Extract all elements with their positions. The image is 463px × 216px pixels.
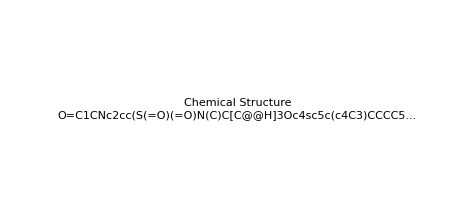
Text: Chemical Structure
O=C1CNc2cc(S(=O)(=O)N(C)C[C@@H]3Oc4sc5c(c4C3)CCCC5...: Chemical Structure O=C1CNc2cc(S(=O)(=O)N… (58, 98, 417, 120)
